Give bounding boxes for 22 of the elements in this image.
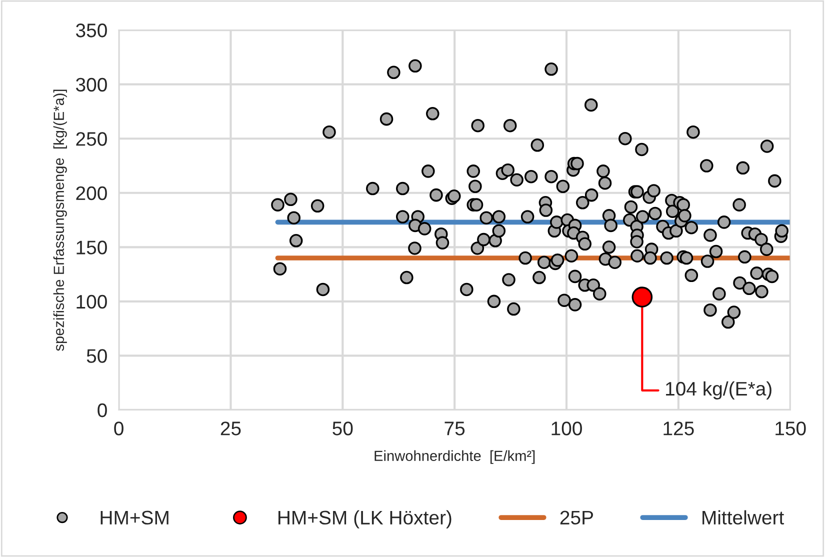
- x-axis-title: Einwohnerdichte [E/km²]: [374, 450, 535, 464]
- y-tick-label: 100: [76, 294, 107, 309]
- legend-label: Mittelwert: [702, 510, 784, 525]
- y-tick-label: 200: [76, 186, 107, 200]
- x-tick-label: 0: [114, 422, 124, 436]
- x-tick-label: 75: [444, 422, 465, 436]
- y-tick-label: 300: [76, 78, 107, 92]
- x-tick-label: 150: [776, 422, 806, 436]
- x-tick-label: 50: [332, 422, 353, 436]
- x-tick-label: 100: [552, 422, 582, 436]
- y-tick-label: 0: [98, 403, 107, 418]
- legend-label: HM+SM (LK Höxter): [278, 510, 452, 528]
- y-tick-label: 150: [76, 240, 107, 254]
- y-tick-label: 250: [76, 132, 107, 146]
- annotation: 104 kg/(E*a): [666, 381, 772, 400]
- legend-label: 25P: [560, 510, 593, 525]
- x-tick-label: 25: [220, 422, 241, 436]
- y-tick-label: 50: [86, 349, 107, 363]
- y-axis-title: spezifische Erfassungsmenge [kg/(E*a)]: [53, 90, 67, 351]
- legend-label: HM+SM: [100, 510, 168, 525]
- y-tick-label: 350: [76, 24, 107, 38]
- x-tick-label: 125: [664, 422, 694, 436]
